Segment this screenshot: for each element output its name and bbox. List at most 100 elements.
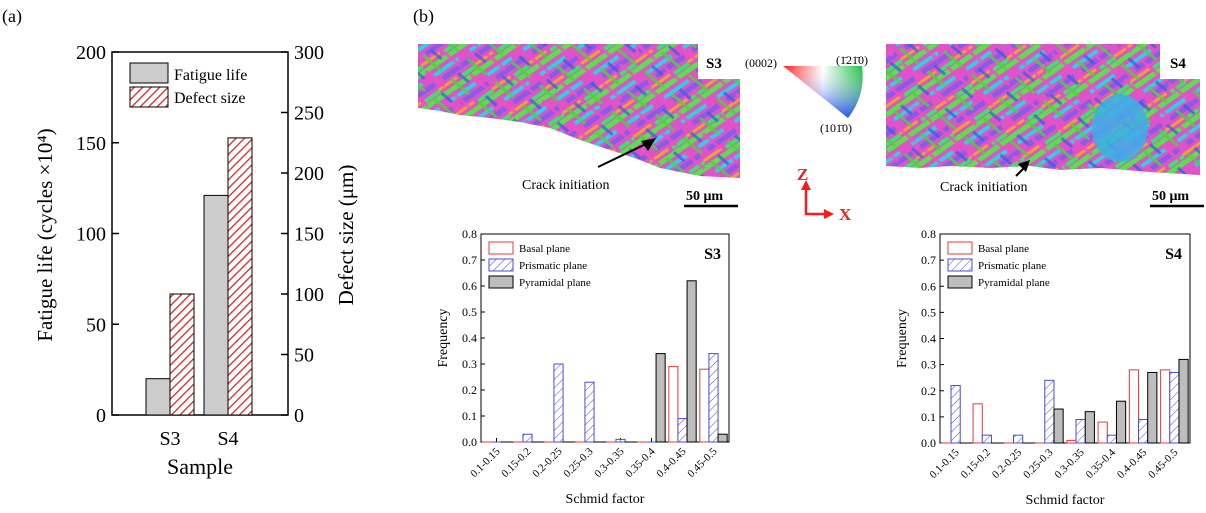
x-arrowhead [824, 209, 834, 219]
y-tick-label: 0.3 [462, 357, 477, 371]
bar-prismatic-plane [553, 363, 564, 443]
bar-basal-plane [972, 403, 983, 444]
z-arrowhead [801, 180, 811, 190]
x-tick-label: 0.25-0.3 [1021, 446, 1056, 481]
y-tick-label: 0.5 [921, 305, 936, 319]
x-tick-label: S4 [217, 428, 238, 450]
y-tick-label-right: 0 [294, 405, 304, 427]
chart-title: S4 [1165, 246, 1182, 263]
crack-arrowhead-s4 [1018, 160, 1030, 172]
bar-basal-plane [699, 368, 710, 443]
bar-pyramidal-plane [1084, 411, 1095, 444]
y-tick-label: 0.8 [462, 227, 477, 241]
legend-label-defect: Defect size [174, 90, 246, 107]
legend-label-basal-plane: Basal plane [519, 243, 570, 255]
y-tick-label-left: 150 [76, 133, 106, 155]
bar-prismatic-plane [950, 385, 961, 444]
y-tick-label: 0.1 [921, 410, 936, 424]
y-tick-label: 0.6 [921, 279, 936, 293]
ebsd-s3-label-box [698, 44, 740, 79]
ebsd-map-s4: S4 Crack initiation 50 μm [886, 44, 1204, 208]
x-tick-label: 0.25-0.3 [561, 445, 596, 480]
bar-fatigue-life [203, 194, 229, 416]
y-axis-title-right: Defect size (μm) [334, 165, 358, 306]
bar-prismatic-plane [1106, 434, 1117, 444]
bar-defect-size [227, 137, 253, 416]
bar-pyramidal-plane [1115, 400, 1127, 444]
bar-basal-plane [668, 366, 679, 443]
y-tick-label-left: 0 [96, 405, 106, 427]
legend-label-basal-plane: Basal plane [978, 243, 1029, 255]
x-axis-title: Schmid factor [566, 492, 645, 507]
y-tick-label: 0.4 [462, 331, 477, 345]
chart-title: S3 [704, 246, 721, 263]
legend-swatch-pyramidal-plane [488, 275, 514, 289]
coordinate-axes: Z X [797, 165, 852, 224]
ebsd-s3-label: S3 [706, 56, 722, 72]
crack-label-s3: Crack initiation [522, 178, 609, 193]
legend-swatch-pyramidal-plane [947, 275, 973, 289]
legend-swatch-basal-plane [488, 241, 514, 255]
bar-pyramidal-plane [1147, 371, 1158, 444]
bar-pyramidal-plane [1053, 408, 1064, 444]
crack-label-s4: Crack initiation [940, 180, 1027, 195]
bar-pyramidal-plane [686, 280, 697, 443]
ebsd-map-s3: S3 Crack initiation 50 μm [418, 44, 740, 208]
y-tick-label-right: 300 [294, 42, 324, 64]
x-axis-title: Schmid factor [1026, 493, 1105, 508]
y-tick-label-right: 150 [294, 224, 324, 246]
y-tick-label: 0.1 [462, 409, 477, 423]
ipf-color-key: (0002) (1̄21̄0) (101̄0) [745, 53, 868, 135]
y-tick-label: 0.0 [462, 435, 477, 449]
bar-prismatic-plane [584, 381, 595, 443]
bar-prismatic-plane [1013, 434, 1024, 444]
y-tick-label: 0.0 [921, 436, 936, 450]
bar-basal-plane [1160, 369, 1171, 444]
y-tick-label: 0.4 [921, 332, 936, 346]
legend-swatch-defect [129, 86, 169, 108]
bar-prismatic-plane [708, 353, 719, 443]
legend-label-pyramidal-plane: Pyramidal plane [519, 277, 591, 289]
legend-swatch-prismatic-plane [488, 258, 514, 272]
ipf-label-1010: (101̄0) [820, 121, 852, 135]
x-tick-label: 0.4-0.45 [1115, 446, 1150, 481]
x-tick-label: 0.45-0.5 [1146, 446, 1181, 481]
panel-label-a: (a) [2, 6, 22, 27]
bar-fatigue-life [145, 378, 171, 416]
crack-arrow-s3 [597, 141, 651, 168]
y-tick-label: 0.7 [921, 253, 936, 267]
y-tick-label-right: 200 [294, 163, 324, 185]
y-tick-label: 0.3 [921, 358, 936, 372]
bar-prismatic-plane [1169, 371, 1180, 444]
y-tick-label-left: 200 [76, 42, 106, 64]
bar-pyramidal-plane [717, 433, 728, 443]
fatigue-defect-chart: 0 50 100 150 200 0 50 100 150 200 250 300 S3 S4 Fatigu… [33, 42, 358, 479]
bar-prismatic-plane [522, 433, 533, 443]
y-tick-label: 0.2 [921, 384, 936, 398]
legend-swatch-basal-plane [947, 241, 973, 255]
bar-prismatic-plane [1138, 418, 1149, 444]
ipf-label-1210: (1̄21̄0) [836, 53, 868, 67]
y-tick-label: 0.6 [462, 279, 477, 293]
z-axis-label: Z [797, 165, 808, 184]
y-tick-label: 0.7 [462, 253, 477, 267]
x-axis-label: X [839, 205, 852, 224]
scale-label-s4: 50 μm [1152, 189, 1189, 204]
y-axis-title: Frequency [436, 308, 451, 367]
x-tick-label: 0.1-0.15 [468, 445, 503, 480]
crack-arrowhead-s3 [641, 138, 656, 151]
x-tick-label: S3 [159, 428, 180, 450]
bar-prismatic-plane [615, 438, 626, 443]
y-axis-title: Frequency [895, 309, 910, 368]
scale-label-s3: 50 μm [686, 189, 723, 204]
y-tick-label-right: 100 [294, 284, 324, 306]
legend-label-fatigue: Fatigue life [174, 67, 247, 84]
bar-basal-plane [1128, 369, 1140, 444]
y-axis-title-left: Fatigue life (cycles ×10⁴) [33, 128, 57, 341]
bar-prismatic-plane [1075, 418, 1086, 444]
y-tick-label: 0.2 [462, 383, 477, 397]
legend-label-prismatic-plane: Prismatic plane [519, 260, 587, 272]
x-tick-label: 0.2-0.25 [530, 445, 565, 480]
y-tick-label-right: 50 [294, 345, 314, 367]
bar-defect-size [169, 293, 195, 416]
